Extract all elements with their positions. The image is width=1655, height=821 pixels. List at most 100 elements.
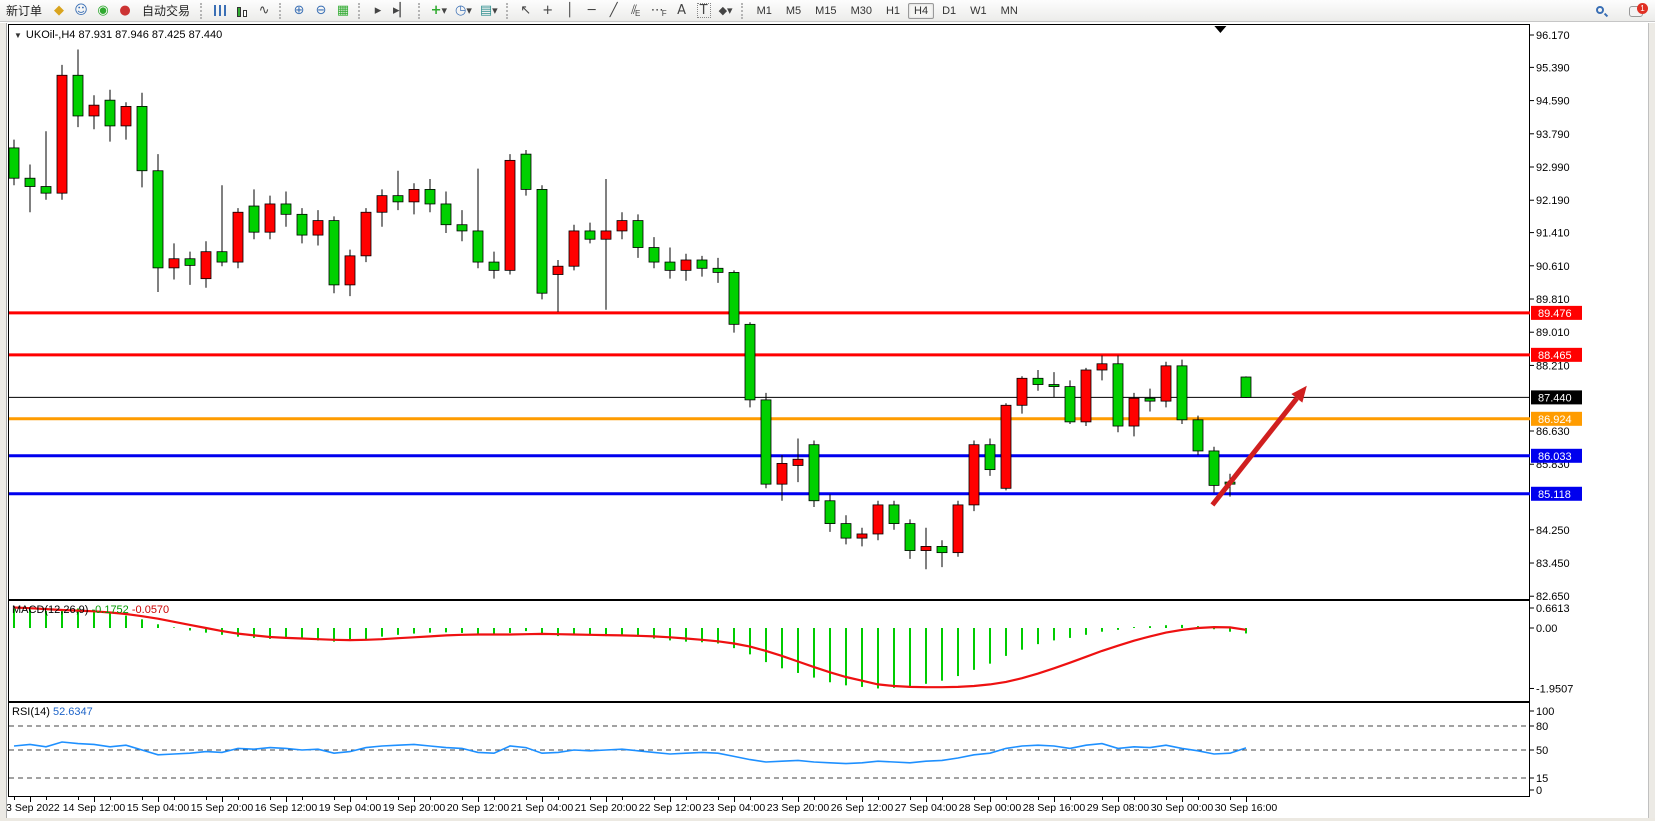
chart-scroll-icon[interactable]: ▸	[374, 3, 382, 18]
price-axis-label: 88.210	[1536, 360, 1570, 372]
time-tick	[590, 797, 591, 800]
candle	[504, 159, 516, 271]
rsi-axis-label: 80	[1536, 721, 1548, 733]
trendline-icon[interactable]: ╱	[609, 3, 618, 18]
symbol-dropdown-icon[interactable]: ▼	[14, 31, 22, 40]
time-tick	[974, 797, 975, 800]
horizontal-line-icon[interactable]: ─	[587, 3, 596, 18]
auto-trading-button[interactable]: 自动交易	[142, 4, 191, 18]
candle	[312, 220, 324, 236]
time-tick	[1038, 797, 1039, 800]
add-indicator-button[interactable]: + ▾	[430, 3, 447, 18]
signal-icon[interactable]: ◉	[97, 3, 109, 18]
candle	[744, 323, 756, 401]
candle	[1000, 404, 1012, 489]
candle	[968, 444, 980, 506]
tab-timeframe-M30[interactable]: M30	[850, 4, 872, 17]
time-axis-label: 30 Sep 00:00	[1150, 802, 1214, 814]
price-badge-label: 89.476	[1538, 308, 1572, 320]
toolbar-drag-handle[interactable]	[417, 2, 424, 19]
time-axis-label: 22 Sep 12:00	[638, 802, 702, 814]
candle	[728, 272, 740, 325]
candle	[1128, 397, 1140, 427]
equidistant-channel-icon[interactable]: ⫽ E	[631, 3, 641, 18]
toolbar-drag-handle[interactable]	[200, 2, 206, 19]
candle	[184, 258, 196, 266]
tab-timeframe-M1[interactable]: M1	[756, 4, 772, 17]
line-chart-icon[interactable]: ∿	[258, 3, 270, 18]
candle	[1096, 363, 1108, 371]
time-tick-major	[990, 797, 991, 802]
crosshair-icon[interactable]: +	[542, 3, 554, 18]
zoom-out-icon[interactable]: ⊖	[315, 3, 327, 18]
template-button[interactable]: ▤ ▾	[479, 3, 498, 18]
time-tick	[78, 797, 79, 800]
candles-chart-icon[interactable]	[232, 1, 252, 21]
trend-arrow-annotation[interactable]	[1210, 396, 1299, 507]
text-icon[interactable]: A	[677, 3, 687, 18]
toolbar-drag-handle[interactable]	[358, 2, 364, 19]
cursor-icon[interactable]: ↖	[520, 3, 532, 18]
toolbar-drag-handle[interactable]	[505, 2, 512, 19]
candle	[920, 546, 932, 551]
tab-timeframe-D1[interactable]: D1	[942, 4, 957, 17]
chart-shift-marker[interactable]	[1214, 26, 1227, 33]
candle	[200, 251, 212, 280]
candle	[536, 189, 548, 294]
price-chart-panel[interactable]: 96.170 95.390 94.590 93.790 92.990 92.190 91.4…	[0, 24, 1655, 603]
time-axis-label: 16 Sep 12:00	[254, 802, 318, 814]
rsi-axis-label: 0	[1536, 785, 1542, 797]
time-axis-label: 21 Sep 20:00	[574, 802, 638, 814]
candle	[520, 153, 532, 190]
toolbar-drag-handle[interactable]	[279, 2, 285, 19]
price-axis-label: 91.410	[1536, 228, 1570, 240]
text-label-icon[interactable]: T	[694, 1, 714, 21]
price-badge	[1531, 448, 1582, 463]
time-tick	[910, 797, 911, 800]
time-tick-major	[158, 797, 159, 802]
time-tick-major	[542, 797, 543, 802]
tab-timeframe-M5[interactable]: M5	[785, 4, 802, 17]
trend-arrow-head	[1291, 385, 1307, 403]
period-clock-button[interactable]: ◷ ▾	[455, 3, 472, 18]
tab-timeframe-H1[interactable]: H1	[885, 4, 901, 17]
tab-timeframe-H4[interactable]: H4	[908, 2, 935, 19]
auto-trade-icon[interactable]: ●	[119, 3, 131, 18]
tile-windows-icon[interactable]: ▦	[336, 3, 350, 18]
time-tick	[1198, 797, 1199, 800]
chart-shift-icon[interactable]: ▸▏	[393, 3, 410, 18]
fibonacci-icon[interactable]: ⋯ F	[650, 3, 667, 18]
rsi-axis-label: 15	[1536, 773, 1548, 785]
tab-timeframe-MN[interactable]: MN	[1000, 4, 1018, 17]
search-icon[interactable]	[1591, 1, 1611, 21]
candle	[120, 105, 132, 127]
zoom-in-icon[interactable]: ⊕	[293, 3, 305, 18]
news-icon[interactable]: 1	[1626, 1, 1648, 21]
macd-panel[interactable]: 0.6613 0.00 -1.9507	[0, 600, 1655, 702]
time-tick	[14, 797, 15, 800]
price-badge-label: 87.440	[1538, 392, 1572, 404]
time-tick	[302, 797, 303, 800]
candle	[248, 205, 260, 233]
candle	[696, 259, 708, 269]
arrows-dropdown-icon[interactable]: ◆▾	[718, 4, 733, 17]
time-tick	[878, 797, 879, 800]
new-order-button[interactable]: 新订单	[6, 4, 43, 18]
time-tick-major	[30, 797, 31, 802]
order-cube-icon[interactable]: ◆	[54, 3, 65, 18]
bars-chart-icon[interactable]	[210, 1, 230, 21]
rsi-indicator-label: RSI(14) 52.6347	[12, 706, 93, 718]
candle	[24, 177, 36, 187]
candle	[456, 224, 468, 232]
time-tick-major	[286, 797, 287, 802]
time-tick-major	[798, 797, 799, 802]
time-tick	[1102, 797, 1103, 800]
rsi-panel[interactable]: 100 80 50 15 0	[0, 702, 1655, 797]
time-tick-major	[670, 797, 671, 802]
tab-timeframe-W1[interactable]: W1	[970, 4, 987, 17]
candle	[664, 261, 676, 271]
toolbar-drag-handle[interactable]	[740, 2, 747, 19]
profile-icon[interactable]: ☺	[74, 3, 88, 18]
tab-timeframe-M15[interactable]: M15	[815, 4, 837, 17]
vertical-line-icon[interactable]: │	[565, 3, 574, 18]
